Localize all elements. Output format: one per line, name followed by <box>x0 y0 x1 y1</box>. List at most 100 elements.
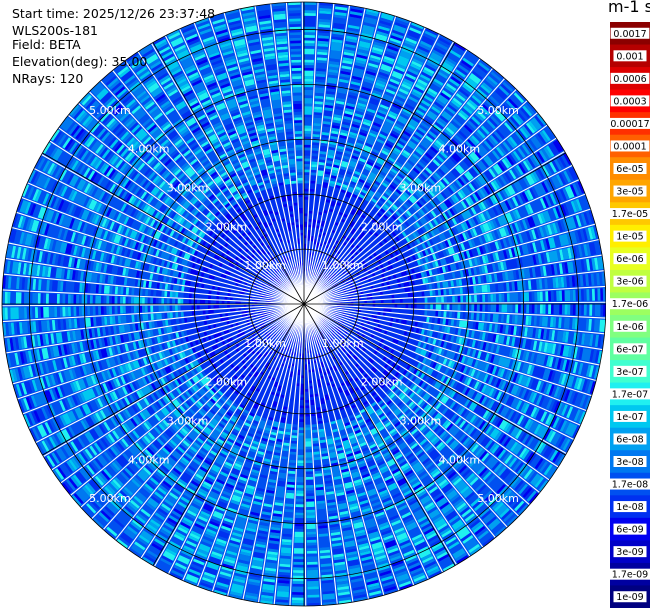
ray-separator <box>164 35 305 305</box>
ppi-ray <box>13 304 304 398</box>
ray-separator <box>303 303 575 441</box>
ppi-ray <box>9 304 305 383</box>
ray-separator <box>49 140 305 305</box>
ppi-ray <box>61 304 305 495</box>
colorbar-label-bg <box>613 185 647 197</box>
ray-separator <box>137 51 305 305</box>
ray-separator <box>35 303 305 444</box>
ray-separator <box>303 303 354 603</box>
ppi-ray <box>4 304 304 352</box>
ray-separator <box>303 27 426 305</box>
ray-separator <box>127 303 305 550</box>
ray-separator <box>303 303 484 548</box>
ray-separator <box>16 211 305 305</box>
colorbar-label-bg <box>613 320 647 332</box>
ppi-ray <box>304 90 527 304</box>
colorbar-label-bg <box>613 433 647 445</box>
ppi-ray <box>52 304 304 482</box>
ppi-ray <box>304 304 352 604</box>
ray-separator <box>193 22 305 305</box>
colorbar-label-bg <box>610 298 650 310</box>
ppi-ray <box>304 79 516 304</box>
ray-separator <box>70 303 305 496</box>
ray-separator <box>303 303 530 506</box>
colorbar-label-bg <box>613 546 647 558</box>
range-ring-label: 2.00km <box>206 376 248 389</box>
colorbar-label: 1e-06 <box>616 322 643 333</box>
range-ring-label: 4.00km <box>128 143 170 156</box>
ppi-ray <box>244 304 304 603</box>
ppi-ray <box>304 304 586 424</box>
ppi-ray <box>59 116 305 304</box>
ppi-ray <box>71 304 305 507</box>
colorbar-label: 6e-06 <box>616 254 643 265</box>
ray-separator <box>303 2 319 305</box>
ray-separator <box>12 303 305 385</box>
colorbar-label: 6e-07 <box>616 344 643 355</box>
ray-separator <box>303 88 517 305</box>
ppi-ray <box>126 52 304 304</box>
ray-separator <box>303 303 606 319</box>
ray-separator <box>182 303 305 581</box>
ppi-ray <box>304 304 529 516</box>
ppi-ray <box>304 2 333 304</box>
ray-separator <box>303 303 550 481</box>
ray-separator <box>51 303 305 471</box>
ray-separator <box>303 124 548 305</box>
ray-separator <box>8 303 305 370</box>
ppi-ray <box>23 304 305 427</box>
ray-separator <box>60 303 305 484</box>
ray-separator <box>211 303 305 592</box>
ppi-ray <box>116 304 304 549</box>
colorbar-label-bg <box>610 388 650 400</box>
ray-separator <box>102 303 305 530</box>
ray-separator <box>167 303 305 575</box>
ray-separator <box>303 8 366 305</box>
ppi-ray <box>181 23 304 304</box>
ray-separator <box>303 303 600 366</box>
colorbar-label: 1e-09 <box>616 592 643 603</box>
ray-separators <box>2 2 606 606</box>
ray-separator <box>303 137 557 305</box>
ray-separator <box>27 182 305 305</box>
range-ring-label: 2.00km <box>206 220 248 233</box>
ppi-ray <box>36 304 304 455</box>
colorbar-label-bg <box>610 72 650 84</box>
azimuth-line <box>152 303 305 566</box>
ppi-ray <box>304 304 469 564</box>
colorbar-label-bg <box>613 456 647 467</box>
colorbar-label: 3e-05 <box>616 187 643 198</box>
range-ring-label: 1.00km <box>244 259 286 272</box>
colorbar-label: 1e-07 <box>616 412 643 423</box>
range-ring-label: 5.00km <box>89 492 131 505</box>
colorbar-label: 3e-08 <box>616 457 643 468</box>
colorbar-label-bg <box>613 343 647 355</box>
azimuth-line <box>42 303 305 456</box>
ppi-ray <box>184 304 304 586</box>
colorbar-label: 0.0006 <box>613 74 646 85</box>
ray-separator <box>303 112 538 305</box>
colorbar-label: 6e-08 <box>616 434 643 445</box>
colorbar-label-bg <box>613 50 647 62</box>
range-ring-label: 4.00km <box>438 143 480 156</box>
ppi-ray <box>170 304 304 580</box>
colorbar-label-bg <box>610 117 650 129</box>
ray-separator <box>273 303 305 605</box>
colorbar-label: 0.0017 <box>613 29 646 40</box>
ray-separator <box>303 303 541 494</box>
colorbar-label: 0.0001 <box>613 141 646 152</box>
ray-separator <box>303 303 323 606</box>
colorbar-label: 1.7e-06 <box>612 299 648 310</box>
colorbar-label: 0.00017 <box>610 119 649 130</box>
colorbar-label: 3e-07 <box>616 367 643 378</box>
ray-separator <box>270 3 305 305</box>
ray-separator <box>5 257 305 305</box>
colorbar-label: 0.0003 <box>613 96 646 107</box>
ppi-ray <box>304 304 539 504</box>
ray-separator <box>303 303 338 605</box>
ray-separator <box>8 242 305 305</box>
ppi-ray <box>288 2 304 304</box>
ray-separator <box>303 78 506 305</box>
ray-separator <box>303 49 468 305</box>
colorbar-label-bg <box>613 365 647 377</box>
